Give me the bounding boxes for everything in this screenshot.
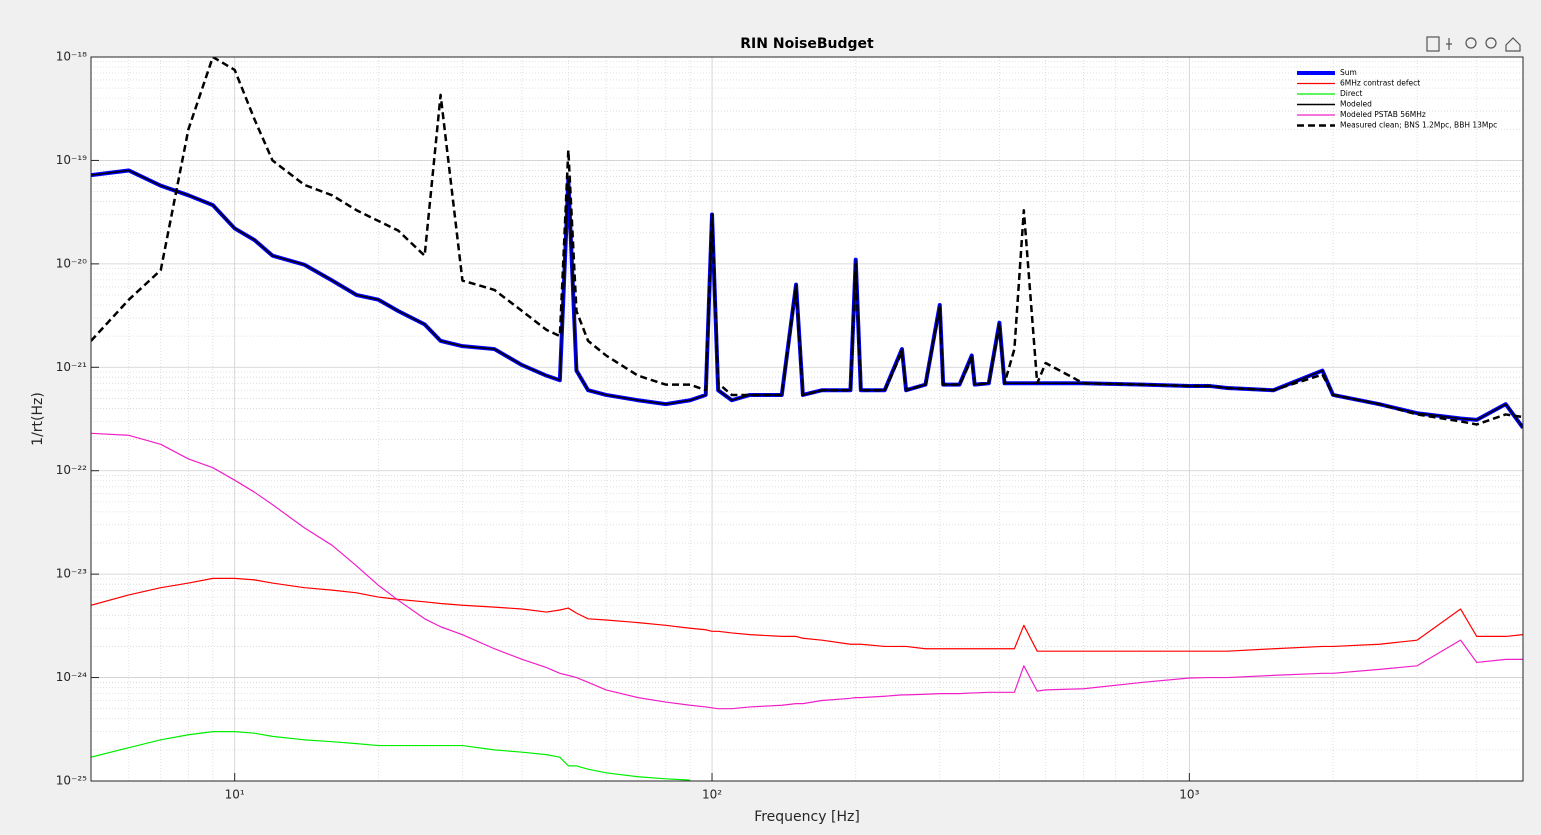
legend-label: Modeled xyxy=(1340,100,1372,109)
axes-box xyxy=(90,56,1524,782)
legend-label: 6MHz contrast defect xyxy=(1340,79,1420,88)
series-line xyxy=(91,577,1523,652)
grid xyxy=(91,56,1523,782)
x-axis-label: Frequency [Hz] xyxy=(754,809,860,825)
y-axis-label: 1/rt(Hz) xyxy=(30,392,46,446)
x-tick-label: 10¹ xyxy=(225,788,245,802)
plot-area xyxy=(91,57,1523,781)
y-tick-label: 10⁻²³ xyxy=(56,567,87,581)
x-tick-label: 10² xyxy=(702,788,722,802)
legend-label: Sum xyxy=(1340,68,1357,77)
toolbar-icon[interactable] xyxy=(1485,37,1497,49)
y-tick-label: 10⁻²² xyxy=(56,463,87,477)
series-line xyxy=(91,57,1523,426)
lines xyxy=(91,57,1523,781)
y-tick-label: 10⁻²⁴ xyxy=(56,670,87,684)
y-tick-label: 10⁻¹⁹ xyxy=(56,153,87,167)
legend-label: Direct xyxy=(1340,89,1363,98)
toolbar xyxy=(1426,36,1521,52)
y-tick-label: 10⁻²¹ xyxy=(56,360,87,374)
series-line xyxy=(91,432,1523,710)
toolbar-icon[interactable] xyxy=(1446,38,1452,50)
y-tick-label: 10⁻¹⁸ xyxy=(56,50,87,64)
y-tick-label: 10⁻²⁵ xyxy=(56,774,87,788)
series-line xyxy=(91,731,691,781)
toolbar-icon[interactable] xyxy=(1505,37,1521,52)
legend-label: Modeled PSTAB 56MHz xyxy=(1340,110,1426,119)
toolbar-icon[interactable] xyxy=(1465,37,1477,49)
legend-label: Measured clean; BNS 1.2Mpc, BBH 13Mpc xyxy=(1340,121,1497,130)
x-tick-label: 10³ xyxy=(1179,788,1199,802)
toolbar-icon[interactable] xyxy=(1426,36,1440,52)
chart-title: RIN NoiseBudget xyxy=(740,36,874,52)
ticks: 10¹ 10² 10³ 10⁻²⁵ 10⁻²⁴ 10⁻²³ 10⁻²² 10⁻²¹ 10⁻²⁰ 1… xyxy=(56,50,1200,802)
y-tick-label: 10⁻²⁰ xyxy=(56,256,87,270)
